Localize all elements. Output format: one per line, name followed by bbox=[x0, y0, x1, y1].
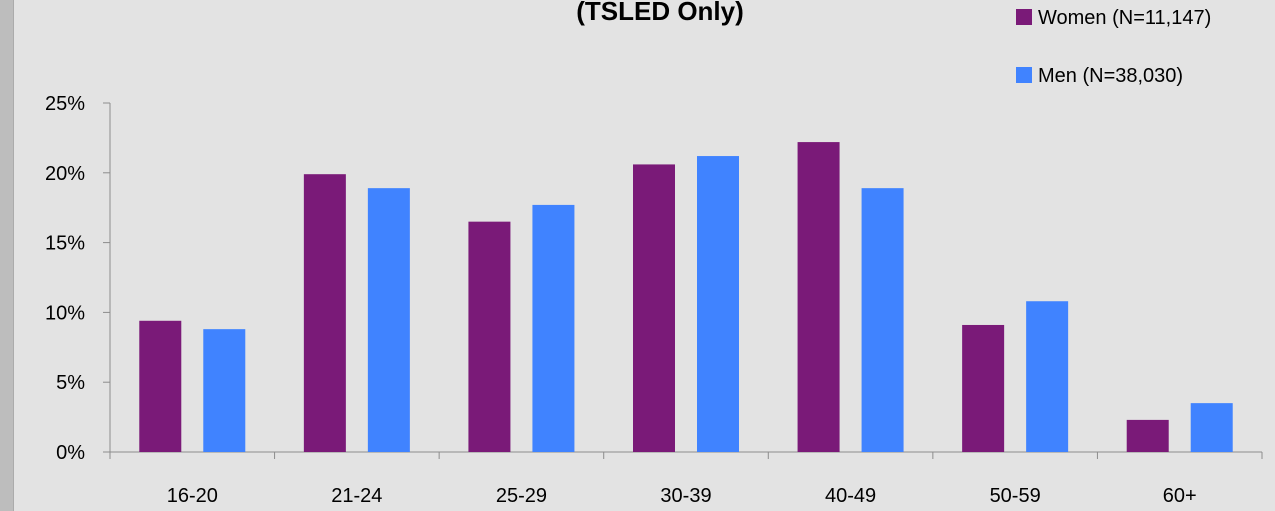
x-axis: 16-20 21-24 25-29 30-39 40-49 50-59 60+ bbox=[109, 451, 1263, 507]
x-tick-label: 21-24 bbox=[331, 485, 382, 507]
x-tick-label: 16-20 bbox=[167, 485, 218, 507]
bar-men bbox=[861, 188, 904, 452]
chart-legend: Women (N=11,147) Men (N=38,030) bbox=[1016, 7, 1211, 87]
legend-swatch bbox=[1016, 67, 1032, 83]
y-tick-label: 20% bbox=[45, 163, 85, 185]
chart-title: (TSLED Only) bbox=[576, 0, 744, 26]
y-tick-label: 25% bbox=[45, 93, 85, 115]
x-tick-label: 60+ bbox=[1163, 485, 1197, 507]
y-axis: 0% 5% 10% 15% 20% 25% bbox=[45, 93, 111, 464]
bar-women bbox=[633, 164, 675, 452]
bar-men bbox=[367, 188, 410, 452]
window-edge bbox=[0, 0, 14, 511]
y-tick-label: 15% bbox=[45, 233, 85, 255]
bar-women bbox=[468, 221, 511, 452]
y-tick-label: 0% bbox=[56, 442, 85, 464]
bar-women bbox=[797, 142, 840, 452]
bar-men bbox=[1026, 301, 1069, 452]
bar-men bbox=[697, 156, 739, 452]
legend-swatch bbox=[1016, 9, 1032, 25]
bar-women bbox=[139, 320, 182, 452]
y-tick-label: 5% bbox=[56, 372, 85, 394]
x-tick-label: 30-39 bbox=[660, 485, 711, 507]
bar-women bbox=[962, 324, 1005, 452]
x-tick-label: 50-59 bbox=[990, 485, 1041, 507]
x-tick-label: 40-49 bbox=[825, 485, 876, 507]
legend-label: Women (N=11,147) bbox=[1038, 7, 1211, 29]
bar-women bbox=[303, 174, 346, 453]
x-tick-label: 25-29 bbox=[496, 485, 547, 507]
bar-men bbox=[1190, 403, 1233, 452]
bar-series-group bbox=[139, 142, 1233, 453]
y-tick-label: 10% bbox=[45, 302, 85, 324]
bar-men bbox=[203, 329, 246, 452]
legend-label: Men (N=38,030) bbox=[1038, 65, 1183, 87]
bar-men bbox=[532, 204, 575, 452]
bar-women bbox=[1126, 419, 1169, 452]
